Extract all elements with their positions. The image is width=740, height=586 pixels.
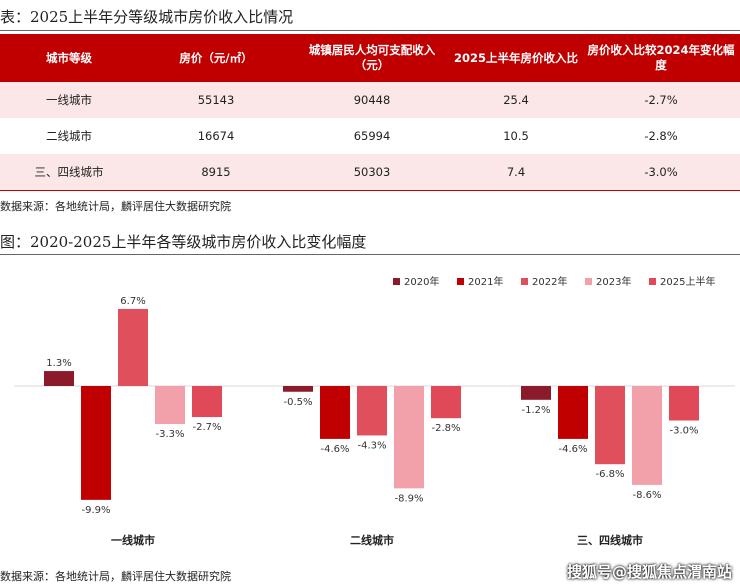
table-title: 表：2025上半年分等级城市房价收入比情况 xyxy=(0,6,740,31)
table-cell: 8915 xyxy=(138,154,294,191)
table-cell: 一线城市 xyxy=(0,82,138,118)
table-row: 三、四线城市 8915 50303 7.4 -3.0% xyxy=(0,154,740,191)
chart-source: 数据来源：各地统计局，麟评居住大数据研究院 xyxy=(0,570,231,583)
table-cell: -3.0% xyxy=(582,154,740,191)
table-cell: -2.7% xyxy=(582,82,740,118)
legend-swatch xyxy=(649,278,656,285)
data-label: -9.9% xyxy=(81,505,110,516)
table-cell: 55143 xyxy=(138,82,294,118)
bar xyxy=(558,386,588,439)
legend-swatch xyxy=(585,278,592,285)
legend-label: 2025上半年 xyxy=(660,275,715,288)
bar xyxy=(44,371,74,386)
data-label: 1.3% xyxy=(46,358,71,369)
data-label: -0.5% xyxy=(283,397,312,408)
table-cell: -2.8% xyxy=(582,118,740,154)
data-label: -3.3% xyxy=(155,429,184,440)
table-cell: 65994 xyxy=(294,118,450,154)
header-house-price: 房价（元/㎡） xyxy=(138,34,294,82)
bar xyxy=(595,386,625,465)
table-cell: 10.5 xyxy=(450,118,582,154)
table-row: 一线城市 55143 90448 25.4 -2.7% xyxy=(0,82,740,118)
table-row: 二线城市 16674 65994 10.5 -2.8% xyxy=(0,118,740,154)
bar-chart: 2020年 2021年 2022年 2023年 2025上半年 1.3% -9.9% 6.7%… xyxy=(14,275,735,547)
legend-swatch xyxy=(457,278,464,285)
data-label: 6.7% xyxy=(120,296,145,307)
table-cell: 16674 xyxy=(138,118,294,154)
table-cell: 25.4 xyxy=(450,82,582,118)
bar xyxy=(118,308,148,386)
category-label: 三、四线城市 xyxy=(577,533,643,547)
data-label: -8.9% xyxy=(394,493,423,504)
header-city-tier: 城市等级 xyxy=(0,34,138,82)
data-label: -6.8% xyxy=(595,469,624,480)
data-label: -4.6% xyxy=(320,444,349,455)
table-cell: 90448 xyxy=(294,82,450,118)
data-label: -2.8% xyxy=(431,423,460,434)
bar xyxy=(320,386,350,439)
bar xyxy=(669,386,699,421)
header-ratio-change: 房价收入比较2024年变化幅度 xyxy=(582,34,740,82)
bar xyxy=(81,386,111,500)
legend-swatch xyxy=(393,278,400,285)
header-disposable-income: 城镇居民人均可支配收入（元） xyxy=(294,34,450,82)
legend-swatch xyxy=(521,278,528,285)
table-source: 数据来源：各地统计局，麟评居住大数据研究院 xyxy=(0,200,231,213)
chart-title: 图：2020-2025上半年各等级城市房价收入比变化幅度 xyxy=(0,232,740,255)
bar xyxy=(357,386,387,436)
bar xyxy=(394,386,424,489)
data-label: -3.0% xyxy=(669,426,698,437)
table-cell: 50303 xyxy=(294,154,450,191)
data-label: -4.6% xyxy=(558,444,587,455)
legend-label: 2022年 xyxy=(532,275,567,288)
legend-label: 2021年 xyxy=(468,275,503,288)
header-price-income-ratio: 2025上半年房价收入比 xyxy=(450,34,582,82)
legend-label: 2020年 xyxy=(404,275,439,288)
table-cell: 三、四线城市 xyxy=(0,154,138,191)
bar xyxy=(155,386,185,424)
bar xyxy=(632,386,662,485)
table-cell: 7.4 xyxy=(450,154,582,191)
bar xyxy=(283,386,313,392)
watermark: 搜狐号@搜狐焦点渭南站 xyxy=(566,563,732,581)
legend-label: 2023年 xyxy=(596,275,631,288)
city-tier-table: 城市等级 房价（元/㎡） 城镇居民人均可支配收入（元） 2025上半年房价收入比… xyxy=(0,34,740,191)
table-header-row: 城市等级 房价（元/㎡） 城镇居民人均可支配收入（元） 2025上半年房价收入比… xyxy=(0,34,740,82)
data-label: -8.6% xyxy=(632,490,661,501)
table-cell: 二线城市 xyxy=(0,118,138,154)
category-label: 一线城市 xyxy=(111,533,155,547)
data-label: -1.2% xyxy=(521,405,550,416)
bar xyxy=(521,386,551,400)
category-label: 二线城市 xyxy=(350,533,394,547)
data-label: -2.7% xyxy=(192,422,221,433)
data-label: -4.3% xyxy=(357,440,386,451)
bar xyxy=(431,386,461,419)
bar xyxy=(192,386,222,418)
